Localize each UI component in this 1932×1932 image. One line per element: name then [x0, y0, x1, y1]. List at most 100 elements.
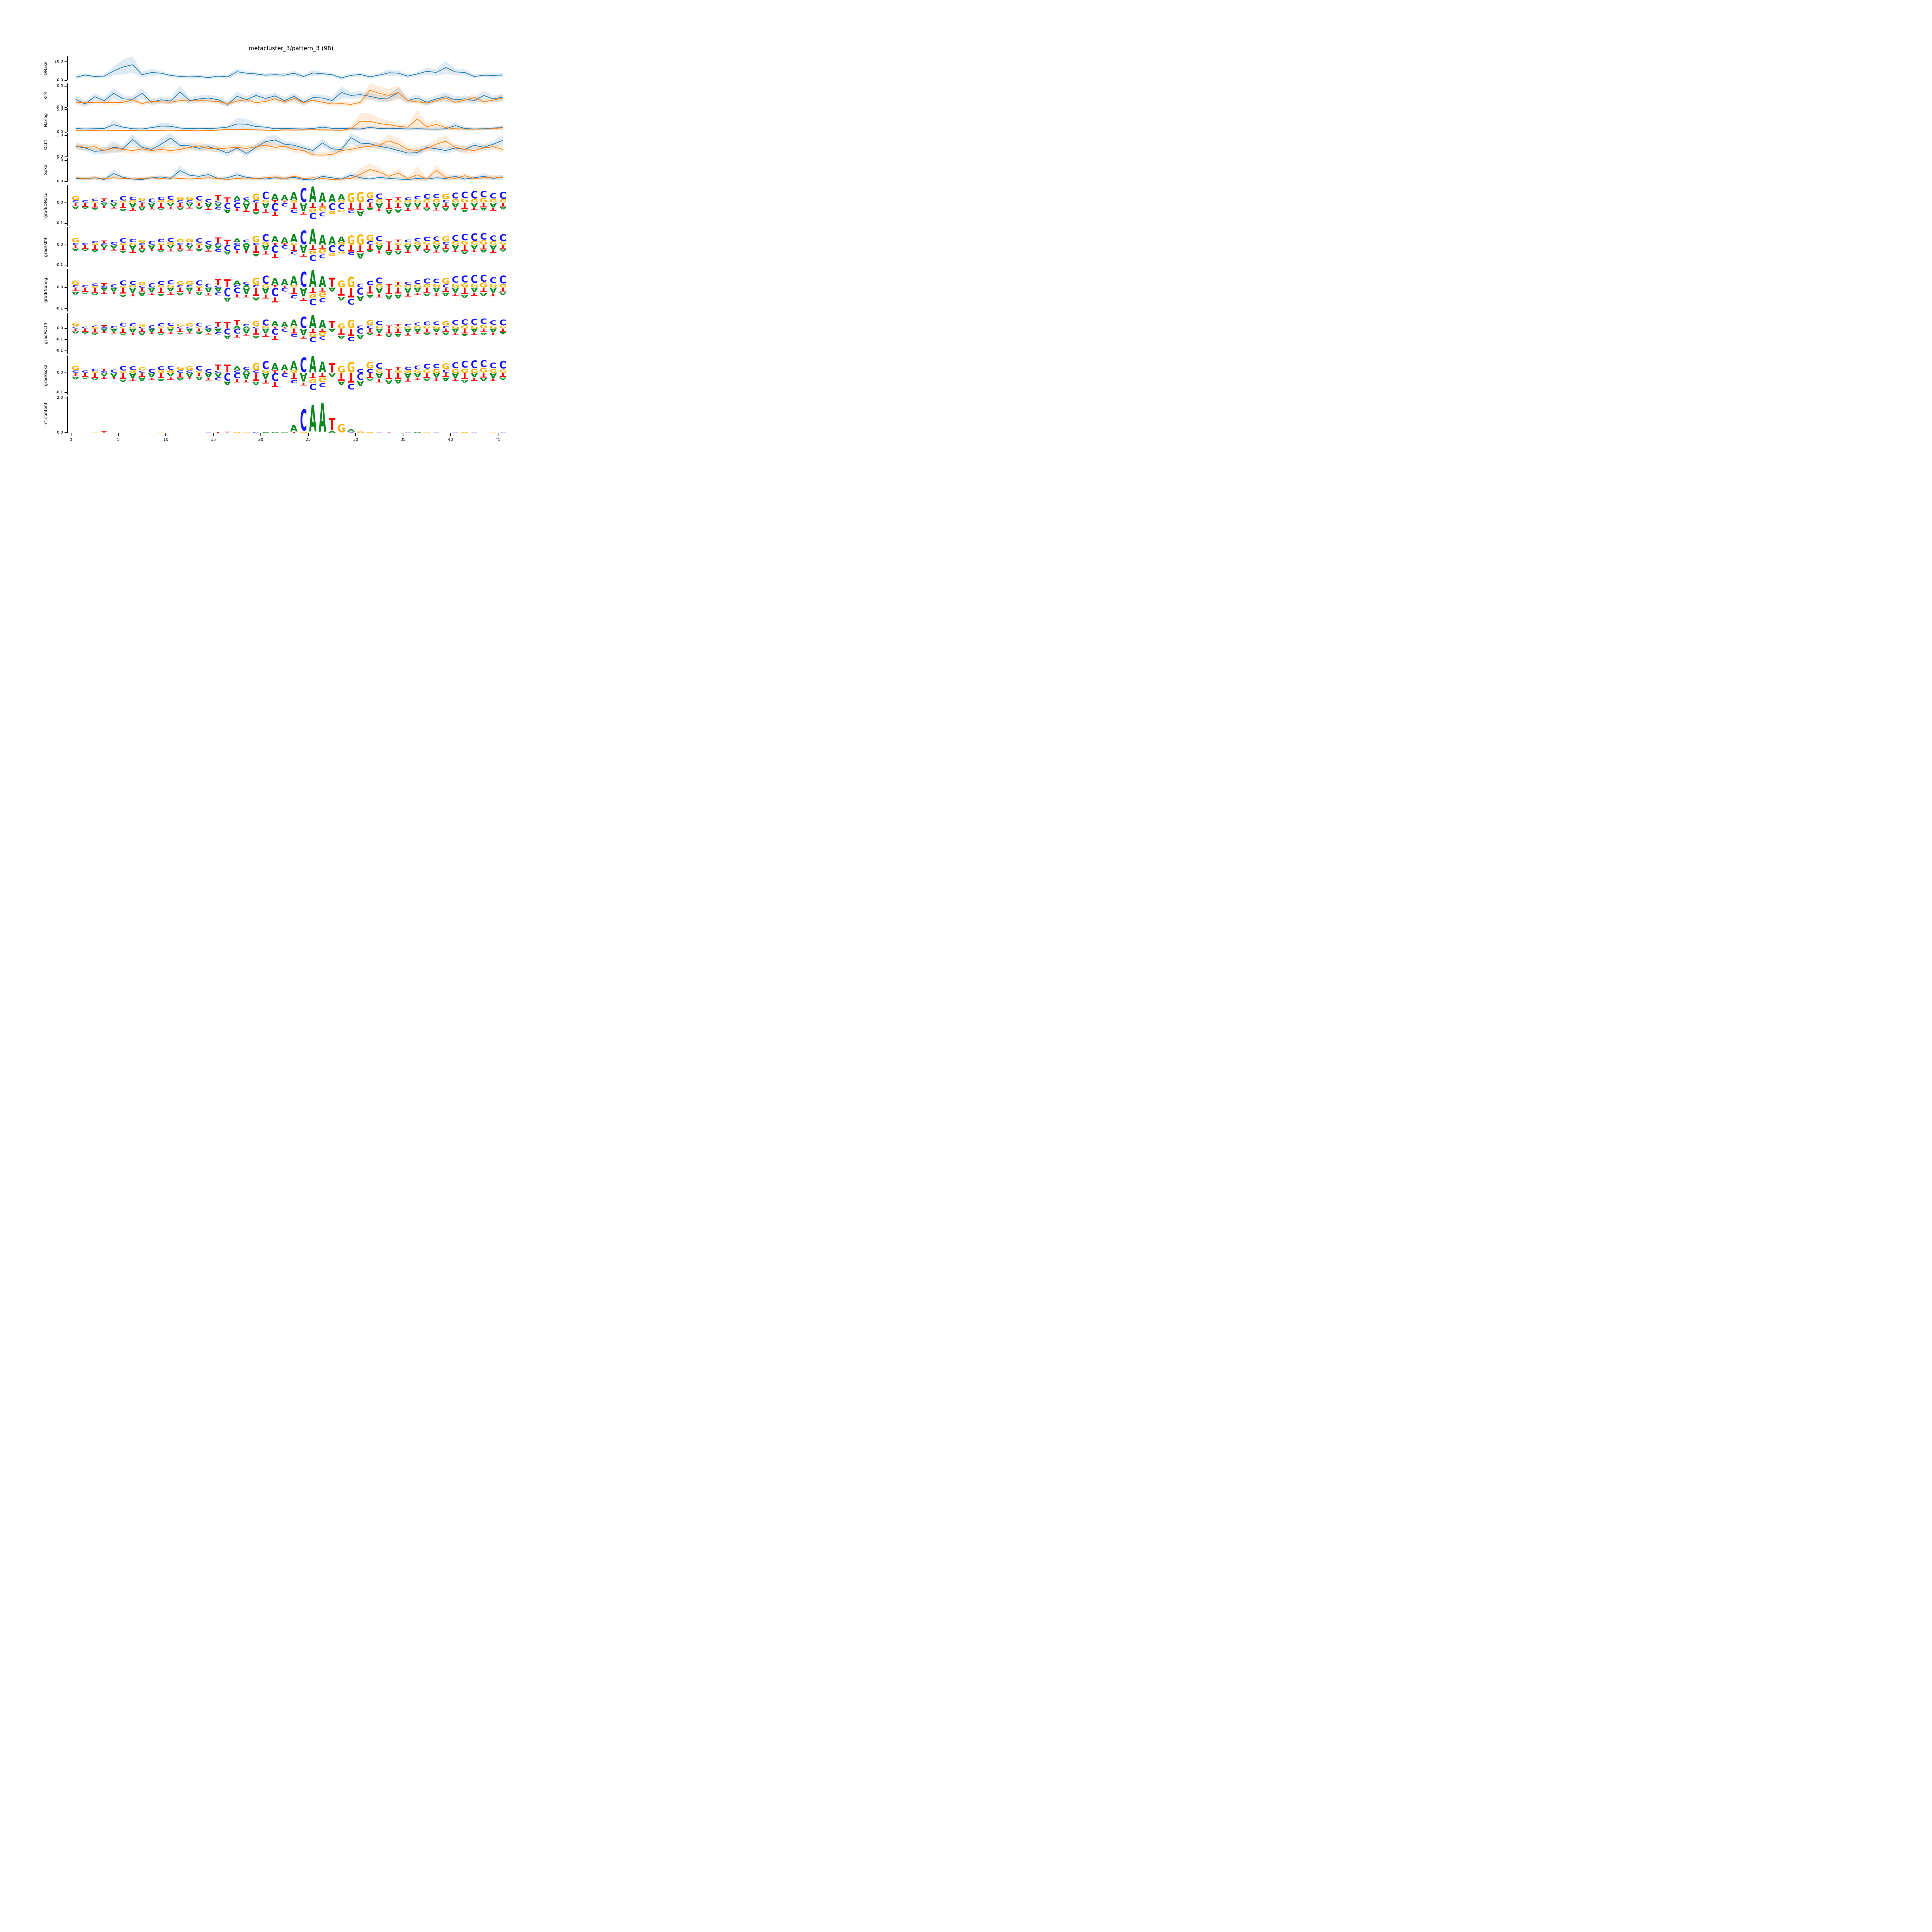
logo-letter-T: T [272, 370, 279, 374]
logo-letter-G: G [470, 325, 478, 330]
logo-letter-A-flipped: A [167, 202, 174, 207]
logo-letter-A-flipped: A [119, 333, 127, 336]
svg-text:A: A [461, 379, 469, 383]
logo-letter-T-flipped: T [348, 370, 354, 385]
line-panel-oct4 [75, 133, 503, 157]
logo-letter-T-flipped: T [72, 287, 79, 292]
svg-text:C: C [452, 432, 459, 433]
svg-text:G: G [337, 251, 345, 254]
svg-text:C: C [158, 323, 165, 327]
svg-text:T: T [461, 371, 468, 380]
svg-text:C: C [167, 195, 174, 201]
svg-text:A: A [271, 361, 279, 372]
logo-letter-A-flipped: A [91, 332, 98, 335]
svg-text:T: T [357, 243, 364, 254]
svg-text:T: T [414, 207, 421, 210]
svg-text:A: A [490, 371, 497, 379]
svg-text:A: A [72, 291, 80, 295]
logo-letter-A-flipped: A [357, 294, 364, 302]
svg-text:A: A [100, 328, 108, 331]
logo-letter-A-flipped: A [262, 371, 269, 380]
svg-text:C: C [499, 274, 506, 286]
svg-text:C: C [139, 327, 146, 329]
logo-letter-A-flipped: A [376, 327, 383, 334]
svg-text:A: A [100, 244, 108, 248]
svg-text:C: C [480, 231, 487, 242]
svg-text:A: A [442, 332, 450, 335]
svg-text:C: C [148, 367, 155, 374]
svg-text:T: T [234, 250, 240, 254]
logo-letter-T-flipped: T [367, 327, 373, 333]
svg-text:T: T [120, 327, 126, 334]
logo-letter-C: C [196, 364, 202, 372]
svg-text:T: T [386, 325, 392, 329]
svg-text:T: T [92, 327, 98, 333]
svg-text:C: C [262, 318, 269, 328]
svg-text:G: G [347, 318, 355, 331]
svg-text:T: T [148, 377, 155, 380]
svg-text:A: A [205, 372, 212, 379]
logo-letter-T-flipped: T [310, 201, 316, 209]
logo-letter-G-flipped: G [309, 293, 317, 299]
logo-letter-A-flipped: A [148, 372, 156, 378]
logo-letter-T-flipped: T [234, 378, 240, 383]
logo-letter-T-flipped: T [186, 248, 193, 251]
svg-text:C: C [281, 372, 288, 378]
logo-letter-A-flipped: A [82, 377, 89, 379]
svg-text:G: G [252, 276, 260, 287]
logo-letter-A-flipped: A [338, 296, 345, 301]
svg-text:G: G [461, 282, 469, 289]
svg-text:G: G [185, 366, 193, 371]
svg-text:C: C [347, 335, 354, 342]
logo-letter-A-flipped: A [328, 286, 336, 293]
svg-text:C: C [177, 370, 184, 374]
logo-letter-C: C [471, 359, 478, 371]
logo-letter-G: G [413, 326, 421, 329]
logo-letter-T-flipped: T [120, 243, 126, 251]
logo-letter-T-flipped: T [177, 201, 184, 208]
svg-text:C: C [281, 328, 288, 332]
svg-text:G: G [499, 368, 507, 374]
logo-letter-G: G [290, 200, 298, 204]
svg-text:C: C [347, 251, 354, 255]
logo-letter-A: A [309, 398, 316, 440]
svg-text:G: G [167, 200, 174, 204]
svg-text:A: A [300, 242, 308, 255]
logo-letter-T-flipped: T [348, 201, 355, 211]
svg-text:T: T [129, 332, 136, 335]
logo-letter-C-flipped: C [310, 211, 316, 220]
logo-letter-A-flipped: A [452, 286, 459, 294]
svg-text:T: T [281, 327, 288, 329]
logo-letter-T-flipped: T [262, 208, 269, 214]
svg-text:C: C [82, 327, 88, 329]
svg-text:A: A [205, 286, 213, 294]
logo-letter-C: C [480, 189, 487, 199]
svg-text:A: A [309, 311, 317, 332]
logo-letter-C: C [480, 231, 487, 242]
logo-letter-C: C [423, 321, 430, 327]
svg-text:T: T [224, 278, 231, 290]
logo-letter-T-flipped: T [461, 371, 468, 380]
y-tick-label: 0.0 [57, 285, 63, 290]
y-tick-mark [65, 308, 67, 310]
logo-letter-C: C [158, 280, 165, 286]
logo-letter-A-flipped: A [224, 208, 231, 213]
svg-text:A: A [72, 331, 80, 334]
logo-letter-G: G [129, 285, 136, 288]
logo-letter-A-flipped: A [300, 370, 308, 383]
logo-letter-T-flipped: T [129, 378, 136, 381]
logo-letter-C: C [110, 326, 117, 329]
svg-text:G: G [129, 242, 136, 245]
svg-text:T: T [490, 249, 497, 253]
y-axis-label: Sox2 [43, 164, 48, 175]
logo-letter-C: C [186, 370, 193, 374]
logo-letter-G: G [423, 283, 430, 289]
svg-text:A: A [433, 372, 440, 379]
logo-letter-T-flipped: T [423, 286, 430, 294]
svg-text:T: T [148, 248, 155, 252]
logo-letter-A-flipped: A [243, 327, 250, 335]
svg-text:G: G [91, 371, 99, 373]
logo-letter-A: A [271, 320, 279, 328]
logo-letter-G: G [176, 196, 184, 201]
logo-letter-G: G [176, 323, 184, 327]
